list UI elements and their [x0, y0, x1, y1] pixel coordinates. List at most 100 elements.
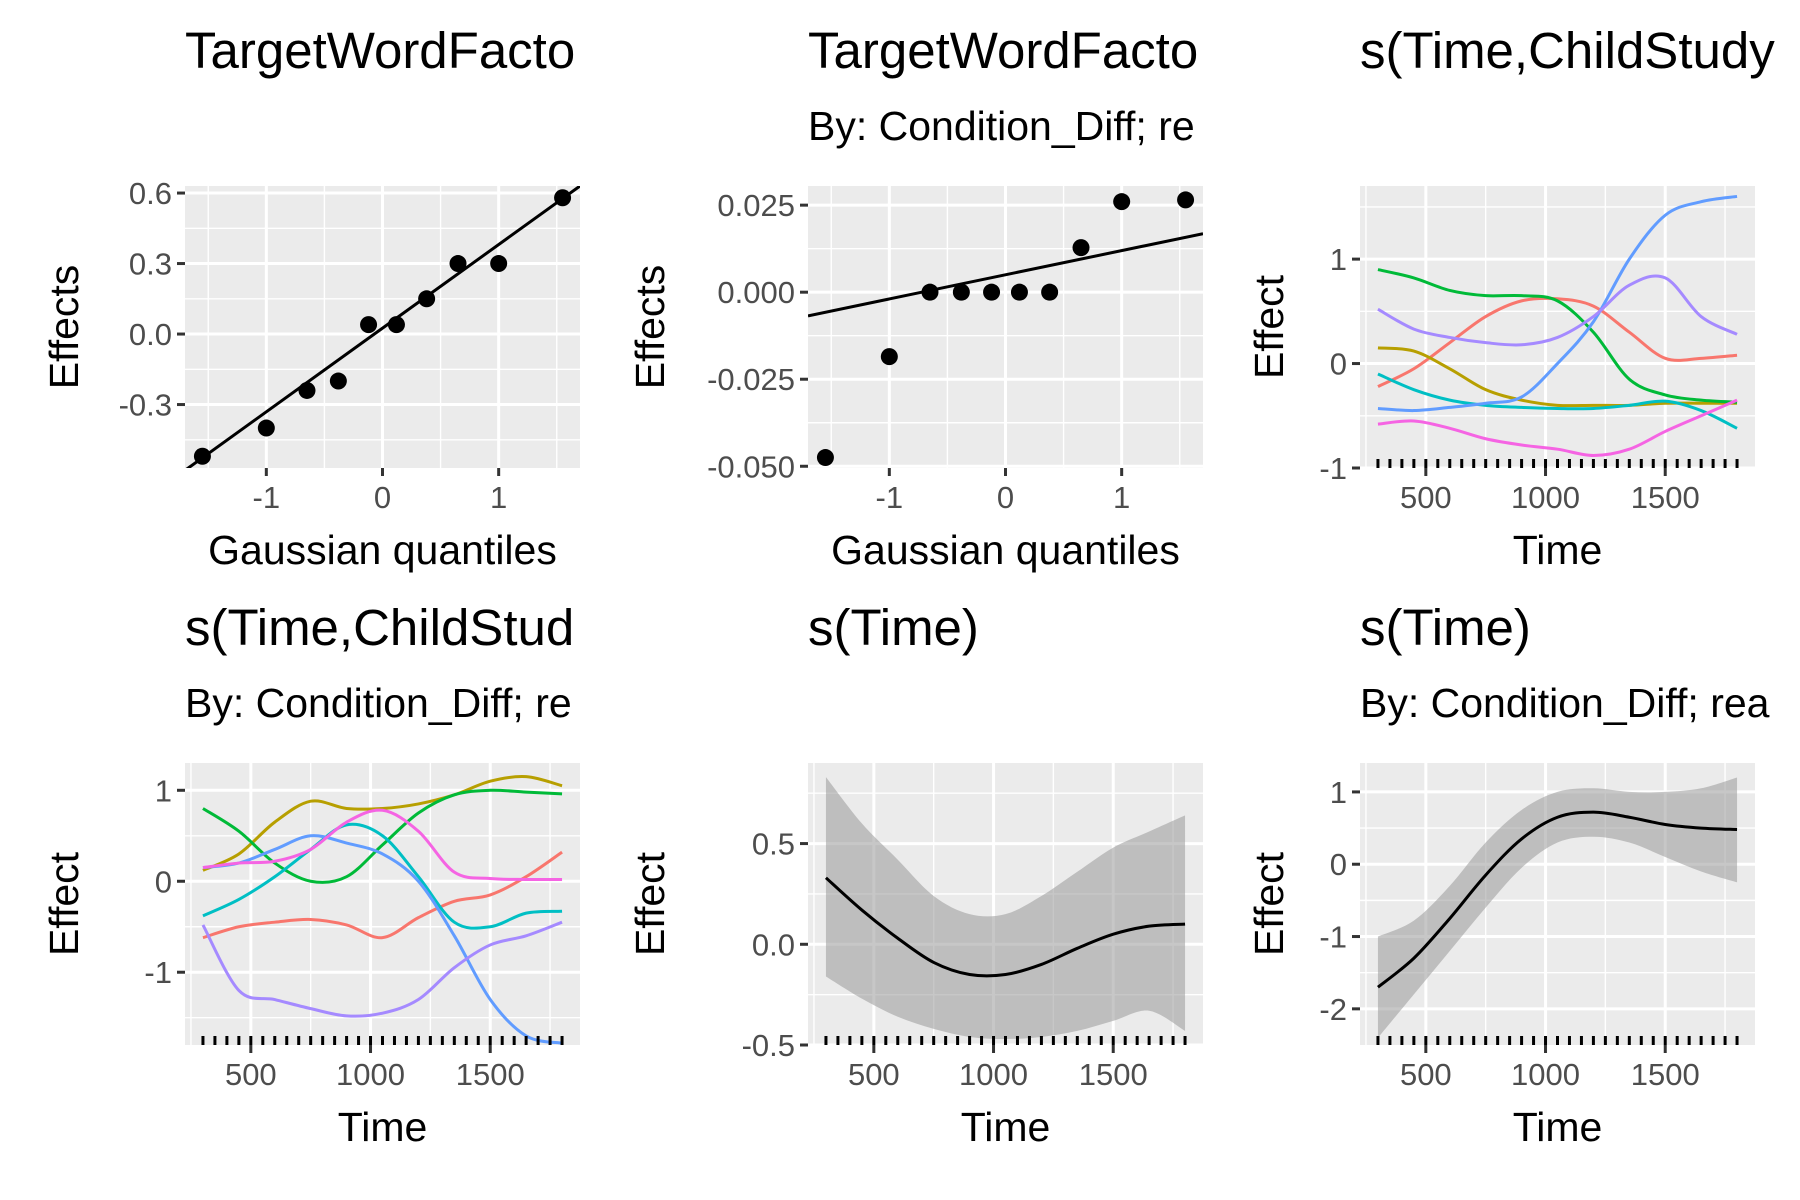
reference-line — [808, 232, 1203, 318]
data-point — [298, 381, 316, 399]
y-tick-label: 1 — [1330, 775, 1347, 810]
y-tick-label: 0.000 — [717, 275, 795, 310]
y-tick-label: -2 — [1319, 992, 1347, 1027]
panel-4: s(Time,ChildStud By: Condition_Diff; re 50… — [41, 599, 580, 1150]
y-tick-label: 1 — [155, 773, 172, 808]
data-point — [1072, 239, 1090, 257]
y-axis-label: Effect — [627, 851, 673, 956]
x-tick-label: 500 — [1400, 480, 1452, 515]
plot-area — [1376, 777, 1739, 1045]
data-point — [1177, 191, 1195, 209]
data-point — [490, 255, 508, 273]
series-line-7 — [1377, 274, 1738, 347]
data-point — [418, 290, 436, 308]
y-tick-label: -0.025 — [707, 362, 795, 397]
series-line-1 — [824, 876, 1186, 978]
chart-title: s(Time) — [1360, 599, 1531, 656]
y-axis-label: Effects — [41, 265, 87, 390]
x-tick-label: 1500 — [456, 1057, 525, 1092]
y-tick-label: 0 — [155, 864, 172, 899]
x-tick-label: 0 — [374, 480, 391, 515]
chart-title: s(Time) — [808, 599, 979, 656]
x-tick-label: 0 — [997, 480, 1014, 515]
y-tick-label: 0.0 — [129, 317, 172, 352]
data-point — [554, 189, 572, 207]
panel-5: s(Time) 500 1000 1500 -0.5 0.0 0.5 Time Effect — [627, 599, 1203, 1150]
x-axis-label: Time — [1513, 1104, 1603, 1150]
series-line-1 — [202, 850, 563, 940]
x-axis-label: Time — [961, 1104, 1051, 1150]
series-line-2 — [202, 775, 563, 872]
y-tick-label: -0.5 — [742, 1028, 795, 1063]
y-tick-label: 0.3 — [129, 247, 172, 282]
x-tick-label: 1500 — [1631, 1057, 1700, 1092]
y-tick-label: 1 — [1330, 242, 1347, 277]
rug — [201, 1036, 564, 1045]
panel-3: s(Time,ChildStudy 500 1000 1500 -1 0 1 Time Effe… — [1246, 22, 1775, 573]
x-tick-label: 1000 — [1511, 480, 1580, 515]
y-tick-label: 0.025 — [717, 188, 795, 223]
series-line-7 — [201, 920, 563, 1018]
series-line-3 — [1377, 268, 1738, 404]
chart-title: s(Time,ChildStud — [185, 599, 574, 656]
x-tick-label: 500 — [1400, 1057, 1452, 1092]
data-point — [360, 316, 378, 334]
x-tick-label: 500 — [848, 1057, 900, 1092]
x-axis-label: Time — [1513, 527, 1603, 573]
x-tick-label: 1 — [490, 480, 507, 515]
y-tick-label: -1 — [1319, 920, 1347, 955]
data-point — [1113, 193, 1131, 211]
data-point — [193, 447, 211, 465]
y-tick-label: -0.050 — [707, 449, 795, 484]
y-tick-label: 0.6 — [129, 176, 172, 211]
x-tick-label: 1500 — [1631, 480, 1700, 515]
data-point — [1041, 283, 1059, 301]
y-axis-label: Effects — [627, 265, 673, 390]
y-tick-label: 0.0 — [752, 927, 795, 962]
data-point — [257, 419, 275, 437]
x-tick-label: 1500 — [1079, 1057, 1148, 1092]
x-tick-label: -1 — [253, 480, 281, 515]
data-point — [387, 316, 405, 334]
x-tick-label: -1 — [876, 480, 904, 515]
chart-subtitle: By: Condition_Diff; rea — [1360, 680, 1770, 726]
series-line-6 — [1377, 398, 1738, 457]
confidence-band — [825, 777, 1186, 1039]
x-tick-label: 1000 — [1511, 1057, 1580, 1092]
y-tick-label: -1 — [144, 955, 172, 990]
x-tick-label: 500 — [225, 1057, 277, 1092]
data-point — [329, 372, 347, 390]
chart-title: TargetWordFacto — [808, 22, 1198, 79]
reference-line — [185, 186, 580, 468]
data-point — [952, 283, 970, 301]
series-line-4 — [202, 822, 563, 930]
x-tick-label: 1000 — [959, 1057, 1028, 1092]
plot-background — [1360, 186, 1755, 468]
data-point — [921, 283, 939, 301]
chart-subtitle: By: Condition_Diff; re — [185, 680, 572, 726]
y-tick-label: 0.5 — [752, 827, 795, 862]
y-axis-label: Effect — [41, 851, 87, 956]
series-line-1 — [1377, 810, 1738, 989]
y-axis-label: Effect — [1246, 274, 1292, 379]
x-tick-label: 1 — [1113, 480, 1130, 515]
chart-title: s(Time,ChildStudy — [1360, 22, 1775, 79]
chart-subtitle: By: Condition_Diff; re — [808, 103, 1195, 149]
confidence-band — [1377, 777, 1738, 1038]
panel-1: TargetWordFacto -1 0 1 -0.3 0.0 0.3 0.6 Gaussian… — [41, 22, 580, 573]
series-line-4 — [1377, 372, 1738, 430]
series-line-6 — [202, 808, 563, 882]
series-line-5 — [202, 834, 563, 1045]
y-tick-label: 0 — [1330, 347, 1347, 382]
plot-area — [1376, 194, 1739, 468]
panel-2: TargetWordFacto By: Condition_Diff; re -1 0… — [627, 22, 1203, 573]
data-point — [1010, 283, 1028, 301]
series-line-1 — [1377, 296, 1738, 388]
y-axis-label: Effect — [1246, 851, 1292, 956]
rug — [1376, 459, 1739, 468]
rug — [824, 1036, 1187, 1045]
plot-area — [201, 775, 564, 1045]
y-tick-label: -0.3 — [119, 388, 172, 423]
rug — [1376, 1036, 1739, 1045]
